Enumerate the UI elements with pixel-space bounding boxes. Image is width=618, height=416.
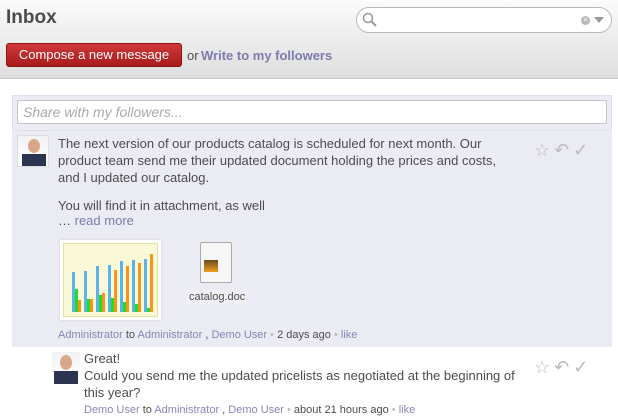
write-to-followers-link[interactable]: Write to my followers	[201, 48, 333, 63]
star-icon[interactable]: ☆	[534, 140, 555, 160]
message-body: The next version of our products catalog…	[58, 136, 496, 185]
message-body: You will find it in attachment, as well	[58, 198, 265, 213]
thumbnail-bar	[120, 261, 123, 312]
thumbnail-bar	[126, 266, 129, 312]
thumbnail-bar	[150, 254, 153, 312]
header: Inbox × Compose a new message or Write t…	[0, 0, 618, 79]
recipient-link[interactable]: Demo User	[211, 329, 268, 341]
reply-icon[interactable]: ↶	[554, 140, 574, 160]
thumbnail-bar	[144, 259, 147, 312]
page-title: Inbox	[6, 7, 57, 28]
thumbnail-bar	[87, 299, 90, 312]
thumbnail-bar	[96, 266, 99, 312]
author-link[interactable]: Demo User	[84, 404, 140, 416]
thumbnail-bar	[135, 304, 138, 312]
avatar	[17, 135, 49, 167]
share-input[interactable]: Share with my followers...	[17, 100, 607, 124]
thumbnail-bar	[147, 308, 150, 312]
ellipsis: …	[58, 213, 71, 228]
document-icon[interactable]	[200, 242, 232, 283]
thumbnail-bar	[108, 265, 111, 312]
thumbnail-bar	[132, 260, 135, 312]
thumbnail-bar	[99, 295, 102, 312]
reply-icon[interactable]: ↶	[554, 357, 574, 377]
thumbnail-bar	[75, 289, 78, 312]
timestamp: about 21 hours ago	[293, 404, 389, 416]
thumbnail-bar	[114, 270, 117, 312]
like-link[interactable]: like	[398, 404, 416, 416]
message-meta: Administrator to Administrator , Demo Us…	[58, 329, 358, 341]
read-more-link[interactable]: read more	[74, 213, 134, 228]
recipient-link[interactable]: Administrator	[154, 404, 220, 416]
clear-search-icon[interactable]: ×	[581, 16, 590, 25]
thumbnail-bar	[111, 298, 114, 312]
search-input[interactable]: ×	[356, 7, 612, 33]
thumbnail-bar	[102, 293, 105, 312]
star-icon[interactable]: ☆	[534, 357, 555, 377]
chevron-down-icon[interactable]	[594, 17, 604, 23]
recipient-link[interactable]: Administrator	[137, 329, 203, 341]
thumbnail-bar	[84, 271, 87, 312]
search-icon	[362, 12, 377, 27]
thumbnail-bar	[90, 299, 93, 312]
thumbnail-bar	[123, 302, 126, 312]
reply-meta: Demo User to Administrator , Demo User •…	[84, 404, 416, 416]
like-link[interactable]: like	[340, 329, 358, 341]
attachment-image[interactable]	[60, 240, 161, 320]
avatar	[52, 352, 80, 384]
thumbnail-bar	[72, 272, 75, 312]
reply-body: Could you send me the updated pricelists…	[84, 368, 515, 400]
thumbnail-bar	[138, 263, 141, 312]
check-icon[interactable]: ✓	[573, 357, 593, 377]
attachment-name[interactable]: catalog.doc	[186, 290, 249, 304]
compose-button[interactable]: Compose a new message	[6, 43, 182, 67]
or-text: or	[187, 48, 199, 63]
reply-body: Great!	[84, 351, 121, 366]
timestamp: 2 days ago	[277, 329, 331, 341]
check-icon[interactable]: ✓	[573, 140, 593, 160]
author-link[interactable]: Administrator	[58, 329, 123, 341]
thumbnail-bar	[78, 300, 81, 312]
recipient-link[interactable]: Demo User	[228, 404, 284, 416]
